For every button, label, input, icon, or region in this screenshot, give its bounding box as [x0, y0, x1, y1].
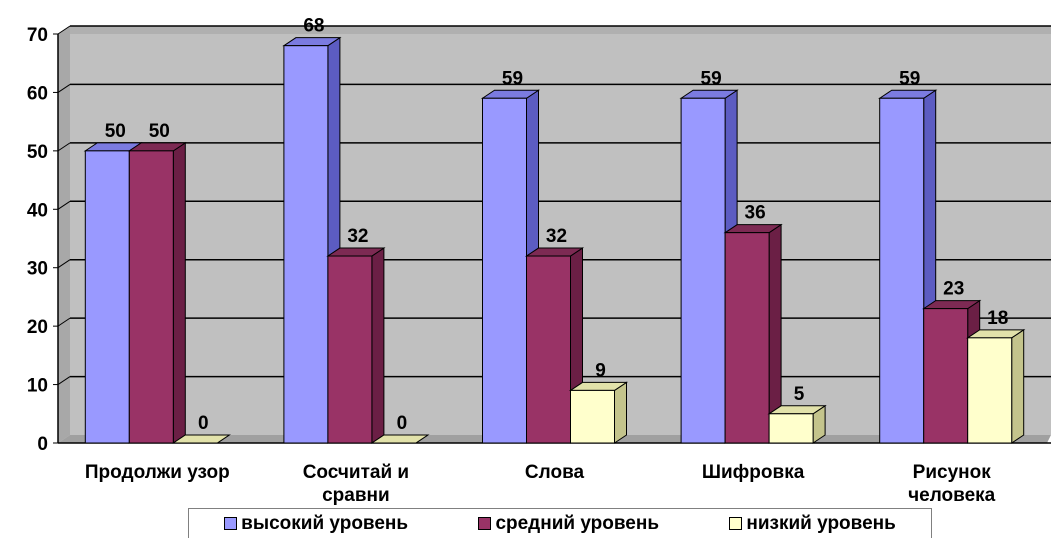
bar	[570, 389, 615, 444]
data-label: 36	[745, 203, 766, 224]
data-label: 9	[595, 360, 606, 381]
legend-swatch-high	[224, 517, 238, 530]
gridline-diag	[57, 259, 71, 269]
legend-item-medium: средний уровень	[478, 513, 659, 535]
legend-label-low: низкий уровень	[746, 512, 896, 534]
legend-swatch-medium	[478, 517, 492, 530]
legend-swatch-low	[729, 517, 743, 530]
bar	[967, 337, 1013, 444]
x-tick-label: Продолжи узор	[85, 462, 230, 483]
x-tick-label: Слова	[525, 462, 585, 483]
bar	[482, 97, 527, 444]
data-label: 68	[303, 16, 324, 37]
legend-label-high: высокий уровень	[241, 512, 409, 534]
legend: высокий уровень средний уровень низкий у…	[188, 508, 932, 538]
x-tick-label: человека	[908, 485, 996, 506]
data-label: 32	[347, 226, 368, 247]
y-tick-label: 30	[27, 259, 48, 280]
data-label: 0	[198, 413, 209, 434]
bar	[327, 255, 373, 444]
data-label: 5	[794, 384, 805, 405]
bar	[680, 97, 726, 444]
bar-side	[614, 381, 627, 444]
data-label: 59	[701, 68, 722, 89]
y-tick-label: 70	[27, 25, 48, 46]
data-label: 23	[943, 279, 964, 300]
gridline-diag	[57, 25, 71, 35]
bar-side	[172, 141, 186, 444]
data-label: 32	[546, 226, 567, 247]
data-label: 50	[149, 121, 170, 142]
bar	[128, 150, 174, 444]
data-label: 50	[105, 121, 126, 142]
legend-label-medium: средний уровень	[495, 512, 660, 534]
y-tick-label: 60	[27, 83, 48, 104]
y-tick-label: 50	[27, 142, 48, 163]
bar	[724, 232, 770, 444]
bar	[283, 45, 329, 444]
y-tick-label: 0	[37, 434, 48, 455]
data-label: 59	[502, 68, 523, 89]
gridline-diag	[57, 317, 71, 327]
legend-item-high: высокий уровень	[224, 513, 408, 535]
gridline-diag	[57, 142, 71, 152]
bar-top	[171, 434, 231, 444]
x-tick-label: сравни	[322, 485, 390, 506]
bar-side	[371, 247, 385, 444]
legend-item-low: низкий уровень	[729, 512, 896, 535]
chart-side-wall	[58, 26, 70, 443]
data-label: 18	[987, 308, 1008, 329]
data-label: 0	[397, 413, 408, 434]
bar	[526, 255, 571, 444]
bar-top	[370, 434, 430, 444]
bar	[768, 413, 814, 444]
bar	[879, 97, 925, 444]
bar	[923, 308, 969, 444]
x-tick-label: Сосчитай и	[303, 462, 409, 483]
y-tick-label: 10	[27, 376, 48, 397]
gridline-diag	[57, 376, 71, 385]
x-tick-label: Шифровка	[702, 462, 805, 483]
bar-side	[1011, 328, 1025, 444]
data-label: 59	[899, 68, 920, 89]
x-tick-label: Рисунок	[913, 462, 992, 483]
chart-wall-top	[58, 26, 1051, 34]
gridline-diag	[57, 84, 71, 93]
gridline-diag	[57, 200, 71, 210]
y-tick-label: 40	[27, 200, 48, 221]
bar	[84, 150, 130, 444]
y-tick-label: 20	[27, 317, 48, 338]
